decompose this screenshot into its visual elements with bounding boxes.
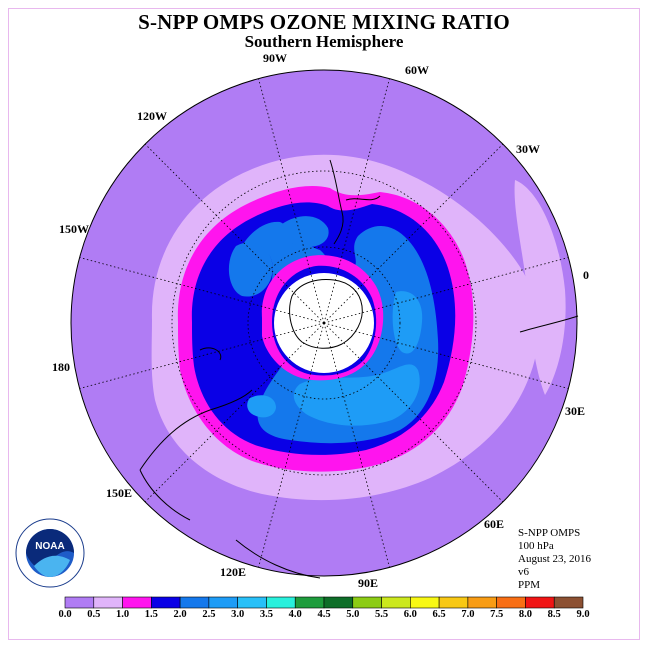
lon-label-60e: 60E — [484, 517, 505, 531]
info-level: 100 hPa — [518, 540, 554, 552]
colorbar-tick-label: 7.5 — [490, 609, 504, 620]
latitude-circle-inner — [247, 246, 401, 400]
colorbar-tick-label: 1.0 — [115, 609, 130, 620]
field-2.0-2.5-west — [228, 242, 273, 297]
antarctica-coast — [289, 279, 363, 349]
info-units: PPM — [518, 579, 541, 591]
colorbar-tick-label: 7.0 — [461, 609, 475, 620]
field-2.0-2.5-north — [280, 216, 329, 248]
south-america-coast — [329, 159, 344, 245]
lon-label-30e: 30E — [565, 404, 586, 418]
lon-label-90e: 90E — [358, 576, 379, 590]
lon-label-60w: 60W — [405, 63, 429, 77]
latitude-circle-middle — [171, 170, 477, 476]
colorbar-tick-label: 4.0 — [288, 609, 302, 620]
info-version: v6 — [518, 566, 529, 578]
info-instrument: S-NPP OMPS — [518, 527, 581, 539]
map-subtitle: Southern Hemisphere — [244, 32, 404, 51]
colorbar-tick-label: 9.0 — [576, 609, 590, 620]
new-zealand-coast — [199, 347, 222, 361]
colorbar-tick-label: 0.0 — [58, 609, 72, 620]
field-2.5-3.0-east — [392, 291, 423, 354]
map-title: S-NPP OMPS OZONE MIXING RATIO — [138, 10, 510, 34]
field-0.5-1.0-east — [514, 180, 566, 395]
info-date: August 23, 2016 — [518, 553, 592, 565]
colorbar-tick-label: 1.5 — [144, 609, 158, 620]
colorbar-tick-label: 2.5 — [202, 609, 216, 620]
south-america-east-coast — [345, 195, 381, 201]
coastlines — [139, 159, 579, 579]
colorbar-tick-label: 3.0 — [231, 609, 245, 620]
lon-label-150e: 150E — [106, 486, 133, 500]
lon-label-120w: 120W — [137, 109, 167, 123]
australia-south-coast — [235, 539, 321, 579]
colorbar-tick-label: 2.0 — [173, 609, 187, 620]
colorbar-tick-label: 8.0 — [518, 609, 532, 620]
graticule — [171, 170, 477, 476]
figure-frame — [8, 8, 640, 640]
colorbar-tick-label: 4.5 — [317, 609, 331, 620]
australia-coast — [139, 389, 253, 521]
colorbar-tick-label: 5.0 — [346, 609, 360, 620]
lon-label-0: 0 — [583, 268, 589, 282]
colorbar-tick-label: 6.5 — [432, 609, 446, 620]
colorbar-tick-label: 0.5 — [87, 609, 101, 620]
africa-coast — [519, 315, 579, 333]
field-2.5-3.0-west — [247, 395, 276, 418]
lon-label-90w: 90W — [263, 51, 287, 65]
colorbar-tick-label: 8.5 — [547, 609, 561, 620]
map-boundary — [70, 69, 578, 577]
colorbar-tick-label: 6.0 — [403, 609, 417, 620]
colorbar-tick-label: 3.5 — [259, 609, 273, 620]
lon-label-120e: 120E — [220, 565, 247, 579]
colorbar-tick-label: 5.5 — [374, 609, 389, 620]
info-block: S-NPP OMPS 100 hPa August 23, 2016 v6 PP… — [518, 527, 591, 592]
lon-label-150w: 150W — [59, 222, 89, 236]
lon-label-180: 180 — [52, 360, 70, 374]
lon-label-30w: 30W — [516, 142, 540, 156]
